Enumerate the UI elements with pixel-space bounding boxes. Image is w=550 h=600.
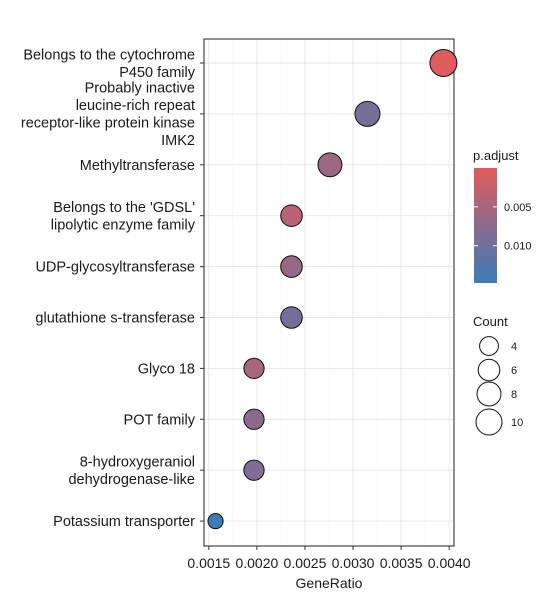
category-axis-labels: Belongs to the cytochrome P450 familyProb… <box>21 47 196 530</box>
category-label: Belongs to the 'GDSL' lipolytic enzyme fa… <box>51 200 196 234</box>
category-label: Glyco 18 <box>138 361 195 377</box>
category-label: UDP-glycosyltransferase <box>35 260 195 276</box>
x-axis-title: GeneRatio <box>296 575 363 591</box>
category-label-line: lipolytic enzyme family <box>51 217 196 233</box>
size-legend-key <box>476 381 502 407</box>
plot-border <box>203 38 455 547</box>
data-point <box>280 255 303 278</box>
x-tick-label: 0.0015 <box>187 555 230 571</box>
category-label-line: Probably inactive <box>85 81 195 97</box>
color-legend-bar <box>474 168 497 283</box>
category-label-line: dehydrogenase-like <box>68 472 195 488</box>
category-label-line: Methyltransferase <box>80 158 195 174</box>
category-label-line: 8-hydroxygeraniol <box>80 454 195 470</box>
size-legend-label: 6 <box>511 365 517 377</box>
category-label: Potassium transporter <box>53 514 195 530</box>
x-tick-label: 0.0020 <box>235 555 278 571</box>
category-label-line: UDP-glycosyltransferase <box>35 260 195 276</box>
plot-panel <box>200 38 458 547</box>
x-tick-label: 0.0030 <box>332 555 375 571</box>
category-label: Probably inactive leucine-rich repeat rece… <box>21 81 195 149</box>
data-point <box>280 306 303 329</box>
data-point <box>280 204 303 227</box>
data-point <box>317 152 343 178</box>
x-tick-label: 0.0040 <box>428 555 471 571</box>
data-point <box>243 357 265 380</box>
category-label: POT family <box>124 412 196 428</box>
category-label-line: Belongs to the 'GDSL' <box>53 200 195 216</box>
data-point <box>354 100 381 127</box>
size-legend-label: 10 <box>511 417 523 429</box>
size-legend-title: Count <box>473 314 508 329</box>
category-label-line: Belongs to the cytochrome <box>23 47 195 63</box>
size-legend-key <box>479 336 499 356</box>
x-tick-label: 0.0035 <box>380 555 423 571</box>
category-label: glutathione s-transferase <box>35 311 195 327</box>
size-legend-label: 4 <box>511 341 517 353</box>
size-legend-key <box>477 358 501 382</box>
size-legend-label: 8 <box>511 389 517 401</box>
category-label-line: leucine-rich repeat <box>76 98 195 114</box>
category-label: 8-hydroxygeraniol dehydrogenase-like <box>68 454 195 488</box>
x-axis: 0.0015 0.0020 0.0025 0.0030 0.0035 0.0040 <box>187 546 471 571</box>
category-label-line: Glyco 18 <box>138 361 195 377</box>
category-label-line: POT family <box>124 412 196 428</box>
category-label: Belongs to the cytochrome P450 family <box>23 47 195 81</box>
category-label-line: P450 family <box>119 65 196 81</box>
category-label-line: glutathione s-transferase <box>35 311 195 327</box>
data-point <box>207 513 224 530</box>
category-label-line: Potassium transporter <box>53 514 195 530</box>
data-point <box>429 49 458 77</box>
category-label: Methyltransferase <box>80 158 195 174</box>
data-point <box>243 408 265 430</box>
data-point <box>243 459 265 481</box>
category-label-line: receptor-like protein kinase <box>21 116 195 132</box>
size-legend-key <box>475 408 503 436</box>
category-label-line: IMK2 <box>161 133 195 149</box>
x-tick-label: 0.0025 <box>284 555 327 571</box>
color-legend-title: p.adjust <box>473 148 519 163</box>
color-legend: p.adjust 0.005 0.010 <box>473 148 532 283</box>
color-legend-label: 0.010 <box>504 241 532 253</box>
color-legend-label: 0.005 <box>504 202 532 214</box>
